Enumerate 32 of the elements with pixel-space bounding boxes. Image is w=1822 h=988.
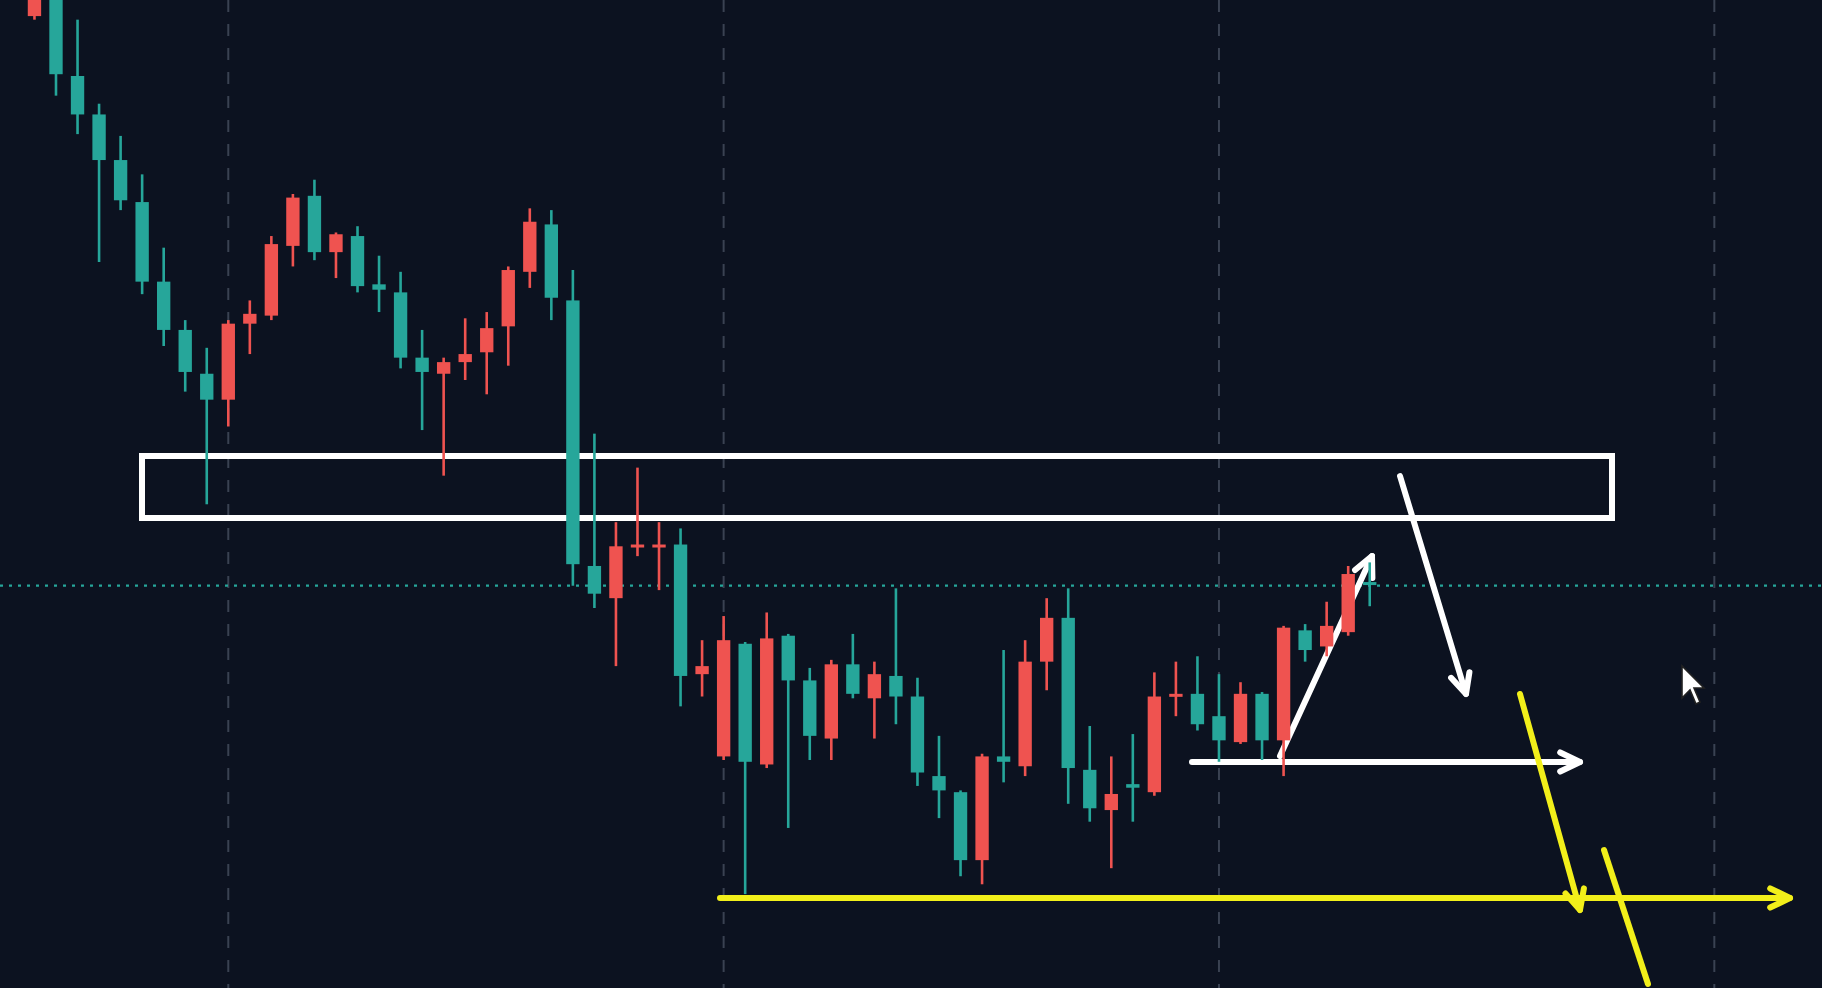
candlestick — [415, 328, 429, 432]
candlestick — [480, 310, 494, 396]
candlestick — [1190, 654, 1205, 732]
candlestick — [630, 466, 645, 558]
candlestick — [1169, 660, 1183, 718]
candlestick — [1298, 622, 1312, 663]
candlestick — [996, 648, 1011, 784]
candlestick — [1255, 690, 1269, 762]
candlestick — [889, 587, 903, 726]
candlestick — [781, 632, 795, 830]
candlestick — [70, 18, 85, 136]
candlestick — [1083, 724, 1097, 823]
candlestick — [1104, 755, 1118, 870]
candlestick — [178, 318, 192, 393]
candlestick — [1126, 732, 1140, 823]
candlestick — [27, 0, 42, 21]
candlestick — [372, 254, 386, 314]
candlestick — [436, 356, 451, 477]
candlestick — [243, 299, 257, 356]
candlestick — [695, 638, 709, 698]
candlestick — [92, 102, 106, 264]
candlestick — [458, 317, 472, 382]
candlestick — [1040, 596, 1054, 692]
candlestick — [846, 632, 860, 700]
candlestick — [1319, 600, 1334, 658]
candlestick — [932, 734, 946, 820]
candlestick — [1212, 672, 1226, 764]
candlestick — [200, 346, 214, 506]
candlestick — [652, 520, 666, 592]
candlestick — [329, 231, 343, 280]
candlestick — [113, 134, 128, 212]
candlestick — [867, 660, 882, 740]
